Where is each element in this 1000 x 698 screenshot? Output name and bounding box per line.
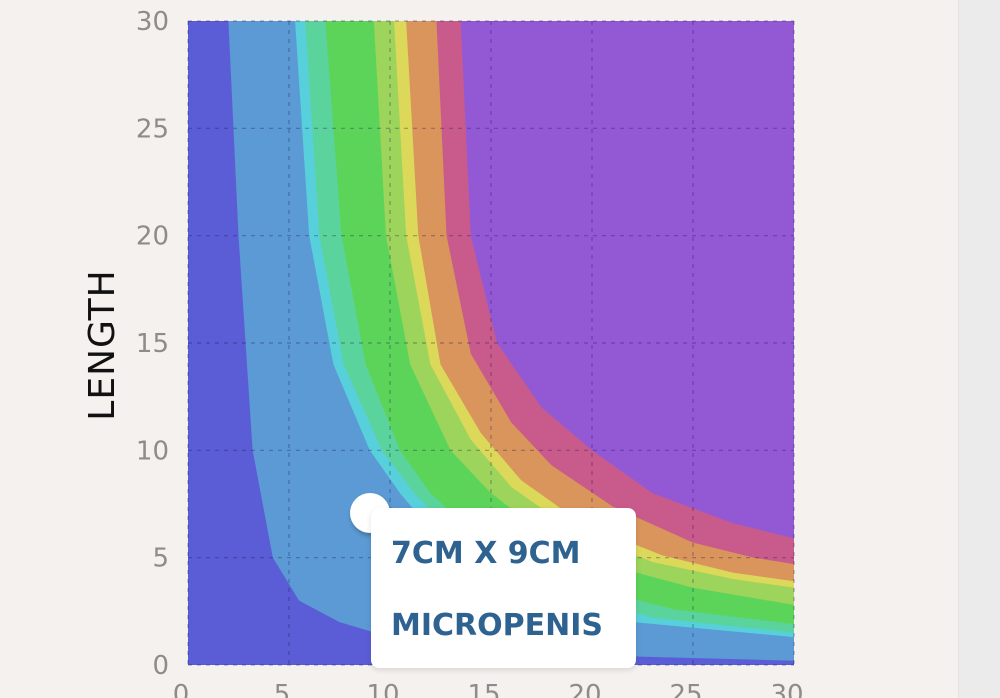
x-tick-label: 30: [770, 680, 803, 698]
band-0: [188, 21, 794, 665]
x-tick-label: 20: [568, 680, 601, 698]
x-tick-label: 15: [467, 680, 500, 698]
tick-labels: 0 5 10 15 20 25 30 0 5 10 15 20 25 30: [136, 7, 804, 698]
y-tick-label: 0: [152, 651, 169, 681]
band-1: [188, 21, 794, 665]
bands-layer: [188, 21, 794, 665]
x-tick-label: 25: [669, 680, 702, 698]
x-tick-label: 10: [366, 680, 399, 698]
side-panel: [958, 0, 1000, 698]
tooltip: 7CM X 9CM MICROPENIS: [371, 508, 636, 668]
tooltip-category: MICROPENIS: [391, 608, 603, 643]
y-tick-label: 10: [136, 436, 169, 466]
x-tick-label: 0: [173, 680, 190, 698]
y-tick-label: 20: [136, 222, 169, 252]
grid-layer: [187, 20, 795, 666]
x-tick-label: 5: [274, 680, 291, 698]
y-axis-title: LENGTH: [82, 269, 123, 420]
y-tick-label: 15: [136, 329, 169, 359]
y-tick-label: 5: [152, 544, 169, 574]
y-tick-label: 30: [136, 7, 169, 37]
y-tick-label: 25: [136, 114, 169, 144]
tooltip-dimensions: 7CM X 9CM: [391, 536, 581, 571]
chart: 0 5 10 15 20 25 30 0 5 10 15 20 25 30 LENGTH: [82, 7, 804, 698]
